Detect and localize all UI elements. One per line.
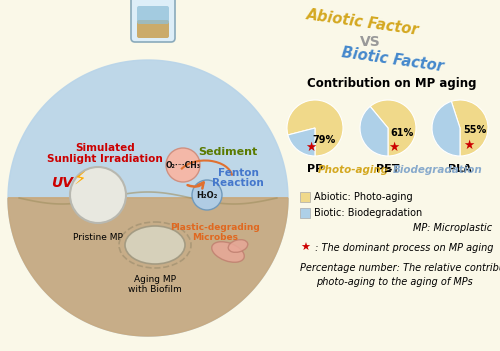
Text: Photo-aging: Photo-aging xyxy=(318,165,389,175)
FancyBboxPatch shape xyxy=(137,6,169,24)
Text: 55%: 55% xyxy=(464,125,487,135)
Bar xyxy=(300,192,310,202)
Text: >: > xyxy=(376,165,401,175)
Bar xyxy=(300,208,310,218)
Text: ★: ★ xyxy=(388,141,399,154)
FancyBboxPatch shape xyxy=(131,0,175,42)
Text: Contribution on MP aging: Contribution on MP aging xyxy=(307,78,477,91)
Circle shape xyxy=(70,167,126,223)
Text: photo-aging to the aging of MPs: photo-aging to the aging of MPs xyxy=(316,277,473,287)
Text: UV: UV xyxy=(51,176,73,190)
Text: Biotic Factor: Biotic Factor xyxy=(341,45,445,75)
Text: H₂O₂: H₂O₂ xyxy=(196,191,218,199)
Text: VS: VS xyxy=(360,35,380,49)
Text: PET: PET xyxy=(376,164,400,174)
Ellipse shape xyxy=(228,240,248,252)
Text: Reaction: Reaction xyxy=(212,178,264,188)
Text: PP: PP xyxy=(307,164,323,174)
Text: Biodegradation: Biodegradation xyxy=(393,165,483,175)
Text: Percentage number: The relative contributions of: Percentage number: The relative contribu… xyxy=(300,263,500,273)
Text: Plastic-degrading: Plastic-degrading xyxy=(170,224,260,232)
Circle shape xyxy=(192,180,222,210)
Wedge shape xyxy=(360,106,388,156)
FancyBboxPatch shape xyxy=(137,20,169,38)
Text: Fenton: Fenton xyxy=(218,168,258,178)
Wedge shape xyxy=(370,100,416,156)
Text: O₂·⁻·CH₃: O₂·⁻·CH₃ xyxy=(166,160,200,170)
Text: 79%: 79% xyxy=(313,135,336,145)
Wedge shape xyxy=(287,100,343,156)
Text: Abiotic Factor: Abiotic Factor xyxy=(306,7,420,37)
Text: Pristine MP: Pristine MP xyxy=(73,233,123,242)
Text: MP: Microplastic: MP: Microplastic xyxy=(413,223,492,233)
Text: ★: ★ xyxy=(306,141,316,154)
Text: Sunlight Irradiation: Sunlight Irradiation xyxy=(47,154,163,164)
Text: 61%: 61% xyxy=(391,128,414,138)
Wedge shape xyxy=(288,128,315,156)
Wedge shape xyxy=(452,100,488,156)
Text: Microbes: Microbes xyxy=(192,233,238,243)
Polygon shape xyxy=(8,198,288,336)
Text: : The dominant process on MP aging: : The dominant process on MP aging xyxy=(312,243,494,253)
Wedge shape xyxy=(432,101,460,156)
Text: ⚡: ⚡ xyxy=(74,171,86,189)
Ellipse shape xyxy=(212,242,244,262)
Text: PLA: PLA xyxy=(448,164,472,174)
Text: Simulated: Simulated xyxy=(75,143,135,153)
Text: Biotic: Biodegradation: Biotic: Biodegradation xyxy=(314,208,422,218)
Circle shape xyxy=(166,148,200,182)
Polygon shape xyxy=(8,60,288,336)
Ellipse shape xyxy=(125,226,185,264)
Text: Abiotic: Photo-aging: Abiotic: Photo-aging xyxy=(314,192,412,202)
Text: ★: ★ xyxy=(300,243,310,253)
Text: Aging MP: Aging MP xyxy=(134,275,176,284)
Text: Sediment: Sediment xyxy=(198,147,258,157)
Text: with Biofilm: with Biofilm xyxy=(128,285,182,294)
Text: ★: ★ xyxy=(462,139,474,152)
